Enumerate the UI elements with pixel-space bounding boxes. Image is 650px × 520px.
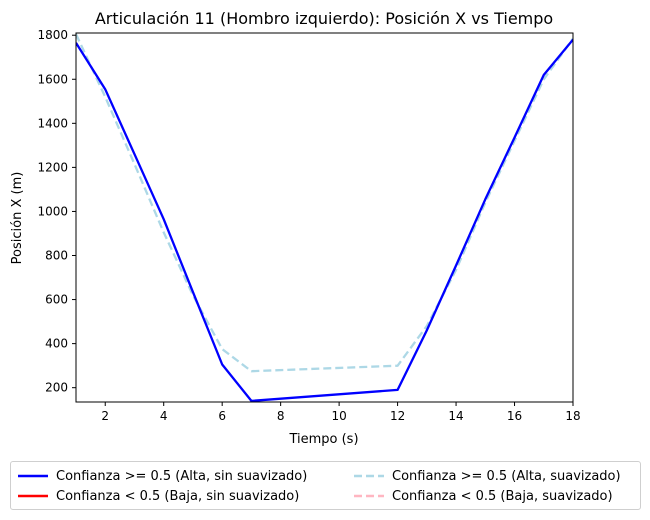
legend-item: Confianza >= 0.5 (Alta, suavizado) (354, 466, 621, 486)
legend-item: Confianza >= 0.5 (Alta, sin suavizado) (18, 466, 307, 486)
plot-area (76, 33, 573, 402)
series-line (76, 38, 573, 402)
y-tick-label: 1800 (37, 28, 68, 42)
y-axis-label: Posición X (m) (10, 172, 25, 265)
axes-frame (75, 32, 574, 403)
legend-swatch-dashed-icon (354, 470, 384, 482)
legend-swatch-line-icon (18, 470, 48, 482)
legend-label: Confianza >= 0.5 (Alta, sin suavizado) (56, 468, 308, 484)
x-tick-label: 14 (448, 409, 463, 423)
x-axis-label: Tiempo (s) (288, 432, 358, 447)
x-tick-label: 10 (331, 409, 346, 423)
legend-swatch-line-icon (18, 490, 48, 502)
series-line (76, 33, 573, 373)
chart: Articulación 11 (Hombro izquierdo): Posi… (10, 9, 581, 447)
y-tick-label: 800 (45, 249, 68, 263)
x-tick-label: 8 (277, 409, 285, 423)
y-tick-label: 1200 (37, 160, 68, 174)
chart-title: Articulación 11 (Hombro izquierdo): Posi… (95, 9, 553, 28)
legend: Confianza >= 0.5 (Alta, sin suavizado) C… (10, 461, 641, 510)
legend-item: Confianza < 0.5 (Baja, suavizado) (354, 486, 613, 506)
x-tick-label: 4 (160, 409, 168, 423)
y-tick-label: 400 (45, 337, 68, 351)
x-tick-label: 2 (101, 409, 109, 423)
legend-swatch-dashed-icon (354, 490, 384, 502)
y-tick-label: 1000 (37, 204, 68, 218)
x-tick-label: 6 (218, 409, 226, 423)
x-tick-label: 12 (390, 409, 405, 423)
y-tick-label: 600 (45, 293, 68, 307)
legend-label: Confianza >= 0.5 (Alta, suavizado) (392, 468, 621, 484)
y-tick-label: 1400 (37, 116, 68, 130)
legend-label: Confianza < 0.5 (Baja, sin suavizado) (56, 488, 300, 504)
legend-label: Confianza < 0.5 (Baja, suavizado) (392, 488, 613, 504)
x-tick-label: 18 (565, 409, 580, 423)
y-tick-label: 1600 (37, 72, 68, 86)
legend-item: Confianza < 0.5 (Baja, sin suavizado) (18, 486, 299, 506)
y-tick-label: 200 (45, 381, 68, 395)
axes: 2 4 6 8 10 12 14 16 18 200 400 600 800 1000 1200 1400 16… (37, 28, 580, 423)
x-tick-label: 16 (507, 409, 522, 423)
